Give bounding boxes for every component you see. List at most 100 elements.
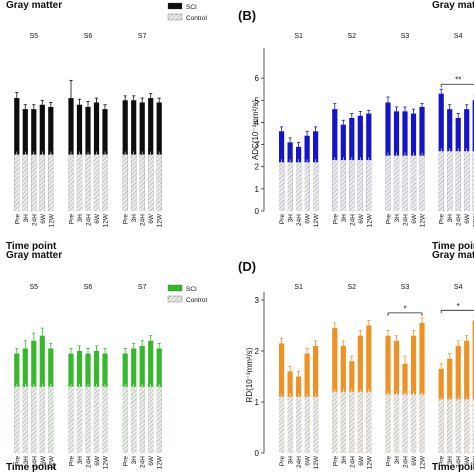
x-tick-label: 12W	[420, 455, 427, 469]
bar-control	[156, 154, 162, 211]
bar-control	[287, 396, 293, 453]
panel-title: Gray matter	[432, 250, 474, 261]
x-tick-label: 24H	[296, 214, 303, 226]
x-tick-label: 24H	[349, 456, 356, 468]
y-tick-label: 4	[255, 118, 260, 127]
segment-label: S2	[348, 284, 357, 291]
x-tick-label: 6W	[358, 213, 365, 224]
bar-control	[279, 396, 285, 453]
x-tick-label: 12W	[157, 213, 164, 227]
bar-control	[22, 386, 28, 453]
bar-control	[464, 151, 470, 211]
x-axis-label: Time point	[6, 241, 57, 252]
x-tick-label: 3H	[131, 456, 138, 465]
significance-label: *	[457, 302, 460, 311]
x-tick-label: 6W	[40, 213, 47, 224]
y-tick-label: 6	[255, 74, 260, 83]
legend-swatch	[167, 295, 183, 303]
x-tick-label: 6W	[411, 213, 418, 224]
x-tick-label: 3H	[131, 214, 138, 223]
bar-control	[22, 154, 28, 211]
bar-control	[349, 160, 355, 211]
y-tick-label: 0	[255, 207, 260, 216]
x-tick-label: 3H	[341, 456, 348, 465]
x-tick-label: Pre	[123, 456, 130, 467]
segment-label: S4	[454, 284, 463, 291]
segment-label: S5	[30, 284, 39, 291]
x-axis-label: Time point	[432, 241, 474, 252]
bar-control	[357, 391, 363, 453]
x-tick-label: Pre	[439, 456, 446, 467]
x-tick-label: 12W	[420, 213, 427, 227]
bar-control	[14, 386, 20, 453]
x-tick-label: 6W	[305, 455, 312, 466]
x-tick-label: 24H	[456, 214, 463, 226]
x-tick-label: 6W	[40, 455, 47, 466]
x-tick-label: 24H	[86, 456, 93, 468]
bar-control	[139, 154, 145, 211]
y-axis-label: ADC(10⁻³mm²/s)	[251, 100, 260, 161]
x-tick-label: Pre	[14, 456, 21, 467]
x-tick-label: Pre	[439, 214, 446, 225]
bar-control	[402, 394, 408, 453]
x-tick-label: 6W	[464, 455, 471, 466]
bar-control	[85, 154, 91, 211]
bar-control	[31, 386, 37, 453]
x-tick-label: 12W	[473, 213, 474, 227]
legend-swatch	[167, 2, 183, 10]
panel-c: Gray matterSCIControlS412WS5Pre3H24H6W12…	[0, 250, 208, 473]
x-tick-label: 6W	[148, 455, 155, 466]
bar-control	[464, 399, 470, 453]
x-tick-label: 3H	[288, 214, 295, 223]
bar-control	[296, 396, 302, 453]
segment-label: S6	[84, 284, 93, 291]
bar-control	[438, 151, 444, 211]
bar-control	[93, 154, 100, 211]
y-tick-label: 1	[255, 398, 260, 407]
legend-swatch	[167, 284, 183, 292]
bar-control	[68, 154, 74, 211]
panel-label: (B)	[238, 8, 256, 23]
legend-swatch	[167, 13, 183, 21]
segment-label: S4	[454, 33, 463, 40]
x-tick-label: 12W	[313, 213, 320, 227]
x-tick-label: Pre	[386, 456, 393, 467]
x-tick-label: 3H	[447, 456, 454, 465]
x-tick-label: 3H	[341, 214, 348, 223]
bar-control	[340, 160, 346, 211]
x-tick-label: 12W	[103, 455, 110, 469]
x-tick-label: 24H	[349, 214, 356, 226]
bar-control	[313, 396, 319, 453]
significance-label: *	[403, 304, 406, 313]
bar-control	[332, 160, 338, 211]
x-tick-label: 12W	[48, 455, 55, 469]
bar-control	[31, 154, 37, 211]
x-tick-label: 12W	[48, 213, 55, 227]
bar-control	[455, 399, 461, 453]
bar-control	[131, 386, 137, 453]
panel-a: Gray matterSCIControlS412WS5Pre3H24H6W12…	[0, 0, 208, 252]
x-tick-label: 3H	[77, 214, 84, 223]
x-tick-label: Pre	[279, 214, 286, 225]
bar-control	[393, 394, 400, 453]
bar-control	[447, 399, 453, 453]
bar-control	[48, 386, 54, 453]
x-tick-label: 24H	[456, 456, 463, 468]
x-tick-label: Pre	[279, 456, 286, 467]
bar-control	[455, 151, 461, 211]
bar-control	[419, 155, 425, 211]
y-tick-label: 1	[255, 185, 260, 194]
panel-d: Gray matter(D)0123RD(10⁻³mm²/s)S1Pre3H24…	[238, 250, 474, 473]
x-tick-label: 12W	[0, 455, 1, 469]
bar-control	[39, 154, 45, 211]
bar-control	[85, 386, 91, 453]
bar-control	[148, 386, 154, 453]
legend-label: Control	[186, 15, 208, 22]
x-tick-label: 6W	[305, 213, 312, 224]
bar-control	[366, 160, 372, 211]
x-tick-label: 3H	[23, 456, 30, 465]
x-axis-label: Time point	[6, 462, 57, 473]
bar-control	[472, 151, 474, 211]
x-tick-label: 3H	[447, 214, 454, 223]
